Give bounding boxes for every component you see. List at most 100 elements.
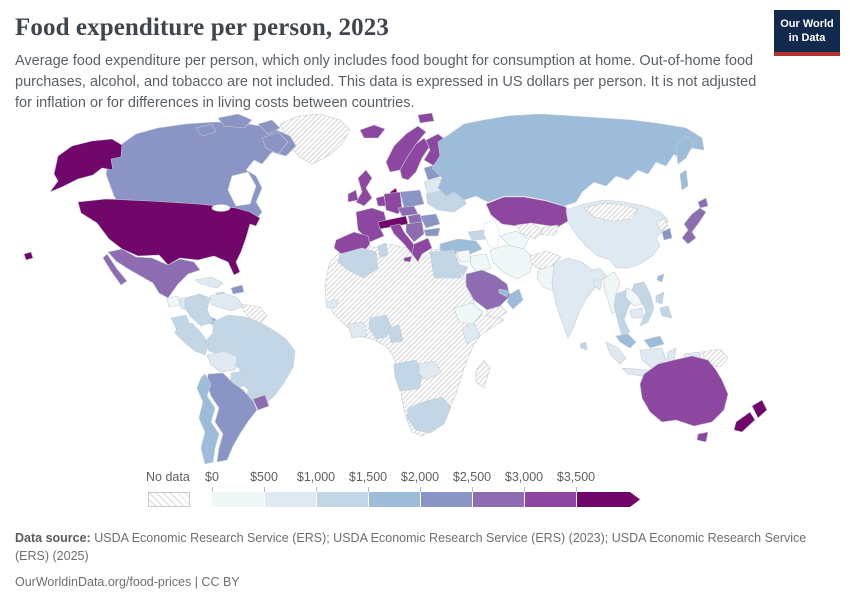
country-greenland[interactable] [279,113,351,165]
country-egypt[interactable] [429,249,463,279]
legend-color-swatch[interactable] [576,492,640,507]
country-philippines-luzon[interactable] [655,291,665,305]
country-south-korea[interactable] [661,227,673,241]
country-poland[interactable] [399,189,425,209]
country-yemen[interactable] [486,305,508,320]
country-canada-arctic-3[interactable] [195,123,217,137]
region-ghana-cote-divoire[interactable] [347,321,368,339]
country-malaysia-borneo[interactable] [643,335,665,349]
country-sri-lanka[interactable] [579,341,588,351]
country-colombia[interactable] [184,293,214,327]
country-uruguay[interactable] [252,394,270,411]
legend-color-swatch[interactable] [472,492,524,507]
license-line: OurWorldinData.org/food-prices | CC BY [15,575,240,589]
country-cuba[interactable] [194,276,224,289]
country-india[interactable] [551,257,607,339]
country-ireland[interactable] [347,189,359,203]
country-indonesia-sumatra[interactable] [605,341,627,365]
country-mongolia[interactable] [583,202,639,222]
legend-color-swatch[interactable] [524,492,576,507]
country-japan-hokkaido[interactable] [697,197,709,209]
country-senegal[interactable] [325,298,339,309]
country-tunisia[interactable] [377,242,389,259]
country-syria[interactable] [455,249,472,263]
data-source-label: Data source: [15,531,91,545]
country-nigeria[interactable] [368,314,392,340]
country-uae[interactable] [498,288,510,298]
country-angola[interactable] [393,359,424,392]
country-australia-tasmania[interactable] [696,431,709,443]
legend-color-swatch[interactable] [316,492,368,507]
legend-tick-mark [472,487,473,492]
country-australia[interactable] [639,355,729,427]
country-canada-arctic-2[interactable] [257,119,281,135]
country-russia[interactable] [431,113,705,207]
country-philippines-mindanao[interactable] [659,305,673,319]
country-madagascar[interactable] [475,359,491,389]
legend-color-swatch[interactable] [420,492,472,507]
country-iran[interactable] [489,244,535,280]
region-czechia-slovakia[interactable] [397,205,419,217]
country-vietnam[interactable] [631,281,655,327]
country-russia-sakhalin[interactable] [679,169,689,191]
country-oman[interactable] [506,288,524,310]
country-algeria[interactable] [337,247,379,279]
legend-color-swatch[interactable] [368,492,420,507]
country-norway[interactable] [385,125,427,173]
country-argentina[interactable] [206,372,258,463]
region-svalbard[interactable] [417,112,435,124]
country-russia-kamchatka[interactable] [675,135,695,165]
country-taiwan[interactable] [656,273,665,283]
country-guatemala[interactable] [166,295,181,308]
country-chile[interactable] [196,373,220,465]
country-uzbekistan[interactable] [515,222,544,240]
region-balkans[interactable] [405,221,425,243]
region-hispaniola[interactable] [230,284,245,295]
legend-tick-label: $0 [205,470,219,484]
country-saudi-arabia[interactable] [465,269,511,311]
country-sweden[interactable] [399,137,431,181]
country-turkmenistan[interactable] [499,230,530,250]
country-cambodia[interactable] [629,307,645,319]
country-mexico[interactable] [107,248,201,299]
country-kazakhstan[interactable] [485,196,571,228]
country-canada-baffin[interactable] [261,131,289,155]
country-south-africa[interactable] [406,396,452,434]
legend-color-swatch[interactable] [212,492,264,507]
country-japan[interactable] [681,207,707,245]
country-new-zealand-north[interactable] [751,399,768,419]
country-italy-sicily[interactable] [403,255,413,263]
country-united-states-alaska[interactable] [49,138,123,193]
country-canada-arctic-1[interactable] [217,113,253,129]
country-bangladesh[interactable] [593,279,603,291]
country-cameroon[interactable] [387,324,404,344]
legend-tick-label: $1,500 [348,470,388,484]
chart-footer: Data source: USDA Economic Research Serv… [15,530,837,592]
country-new-zealand-south[interactable] [733,411,756,433]
country-paraguay[interactable] [230,370,250,389]
country-china[interactable] [565,199,669,269]
owid-logo[interactable]: Our World in Data [774,10,840,56]
country-romania[interactable] [419,213,441,229]
country-united-states[interactable] [77,198,261,276]
country-malaysia[interactable] [615,333,637,349]
country-united-states-hawaii[interactable] [23,251,34,261]
country-north-korea[interactable] [655,217,669,231]
country-iraq[interactable] [469,253,492,274]
country-zambia[interactable] [418,360,442,381]
legend-color-swatch[interactable] [264,492,316,507]
country-venezuela[interactable] [209,292,244,312]
country-iceland[interactable] [359,124,386,139]
legend-no-data-swatch[interactable] [148,492,190,507]
region-tajikistan-kyrgyzstan[interactable] [540,224,559,236]
country-mexico-baja[interactable] [102,253,128,286]
country-bolivia[interactable] [206,350,238,373]
owid-logo-line1: Our World [780,18,834,30]
country-united-kingdom[interactable] [355,169,373,207]
country-ethiopia[interactable] [453,302,484,325]
country-greece[interactable] [411,237,433,263]
country-kenya[interactable] [461,322,481,345]
country-peru[interactable] [174,322,210,356]
country-bulgaria[interactable] [423,227,441,237]
map-legend: No data $0 $500 $1,000 $1,500 $2,000 $2,500 $3… [146,468,706,514]
